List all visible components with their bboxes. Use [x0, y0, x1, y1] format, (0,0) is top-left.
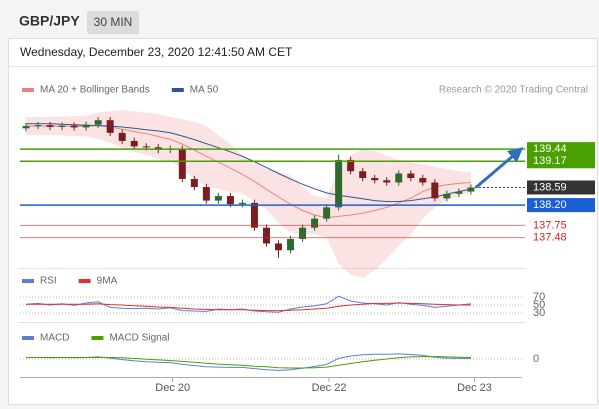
legend-swatch — [91, 336, 104, 340]
y-tick-label: 70 — [533, 291, 545, 303]
candle-body — [46, 125, 54, 127]
candle-body — [395, 173, 403, 183]
level-label-box — [527, 142, 595, 157]
candle-body — [202, 187, 210, 201]
candle-body — [455, 191, 463, 194]
candle-body — [383, 180, 391, 183]
candle-body — [190, 178, 198, 188]
candle-body — [431, 182, 439, 199]
level-label: 139.44 — [533, 143, 567, 155]
legend-label: MACD Signal — [109, 333, 169, 344]
legend-swatch — [22, 279, 34, 283]
legend-label: MACD — [40, 333, 69, 344]
level-label: 138.20 — [533, 199, 567, 211]
candle-body — [299, 227, 307, 239]
candle-body — [34, 125, 42, 127]
candle-body — [347, 159, 355, 172]
candle-body — [130, 140, 138, 147]
level-label-box — [527, 154, 595, 169]
candle-body — [419, 178, 427, 183]
legend-label: MA 20 + Bollinger Bands — [40, 85, 150, 96]
candle-body — [275, 243, 283, 251]
legend-swatch — [171, 88, 184, 92]
legend-label: RSI — [40, 276, 57, 287]
level-label: 137.75 — [533, 219, 567, 231]
candle-body — [311, 218, 319, 228]
candle-body — [106, 120, 114, 133]
candle-body — [287, 238, 295, 251]
candle-body — [82, 124, 90, 128]
candle-body — [226, 196, 234, 205]
legend-label: MA 50 — [190, 85, 219, 96]
legend-swatch — [22, 336, 34, 340]
candle-body — [238, 202, 246, 205]
y-tick-label: 50 — [533, 299, 545, 311]
candle-body — [262, 227, 270, 244]
candle-body — [467, 187, 475, 192]
level-label-box — [527, 198, 595, 213]
candle-body — [70, 125, 78, 128]
timestamp: Wednesday, December 23, 2020 12:41:50 AM… — [20, 45, 293, 59]
x-tick-label: Dec 23 — [457, 382, 492, 394]
candle-body — [142, 146, 150, 148]
candle-body — [443, 193, 451, 199]
candle-body — [214, 196, 222, 201]
symbol: GBP/JPY — [19, 13, 80, 29]
level-label: 139.17 — [533, 155, 567, 167]
legend-swatch — [22, 88, 34, 92]
level-label: 137.48 — [533, 232, 567, 244]
candle-body — [22, 126, 30, 129]
attribution: Research © 2020 Trading Central — [439, 85, 588, 96]
legend-swatch — [78, 279, 91, 283]
series-line — [26, 302, 471, 312]
series-line — [26, 123, 471, 202]
legend-label: 9MA — [97, 276, 118, 287]
y-tick-label: 30 — [533, 307, 545, 319]
timeframe-badge — [87, 11, 139, 34]
x-tick-label: Dec 20 — [155, 382, 190, 394]
level-label-box — [527, 180, 595, 195]
timeframe: 30 MIN — [94, 15, 133, 29]
candle-body — [335, 159, 343, 208]
y-tick-label: 0 — [533, 353, 539, 365]
level-label: 138.59 — [533, 181, 567, 193]
bollinger-band — [26, 110, 471, 278]
candle-body — [250, 202, 258, 228]
panel-card — [8, 38, 598, 405]
candle-body — [407, 173, 415, 178]
series-line — [26, 356, 471, 369]
forecast-arrow — [474, 147, 524, 189]
x-tick-label: Dec 22 — [312, 382, 347, 394]
candle-body — [371, 178, 379, 181]
candle-body — [94, 120, 102, 125]
candle-body — [118, 132, 126, 141]
candle-body — [323, 207, 331, 219]
candle-body — [58, 125, 66, 127]
candle-body — [359, 171, 367, 178]
candle-body — [178, 148, 186, 179]
